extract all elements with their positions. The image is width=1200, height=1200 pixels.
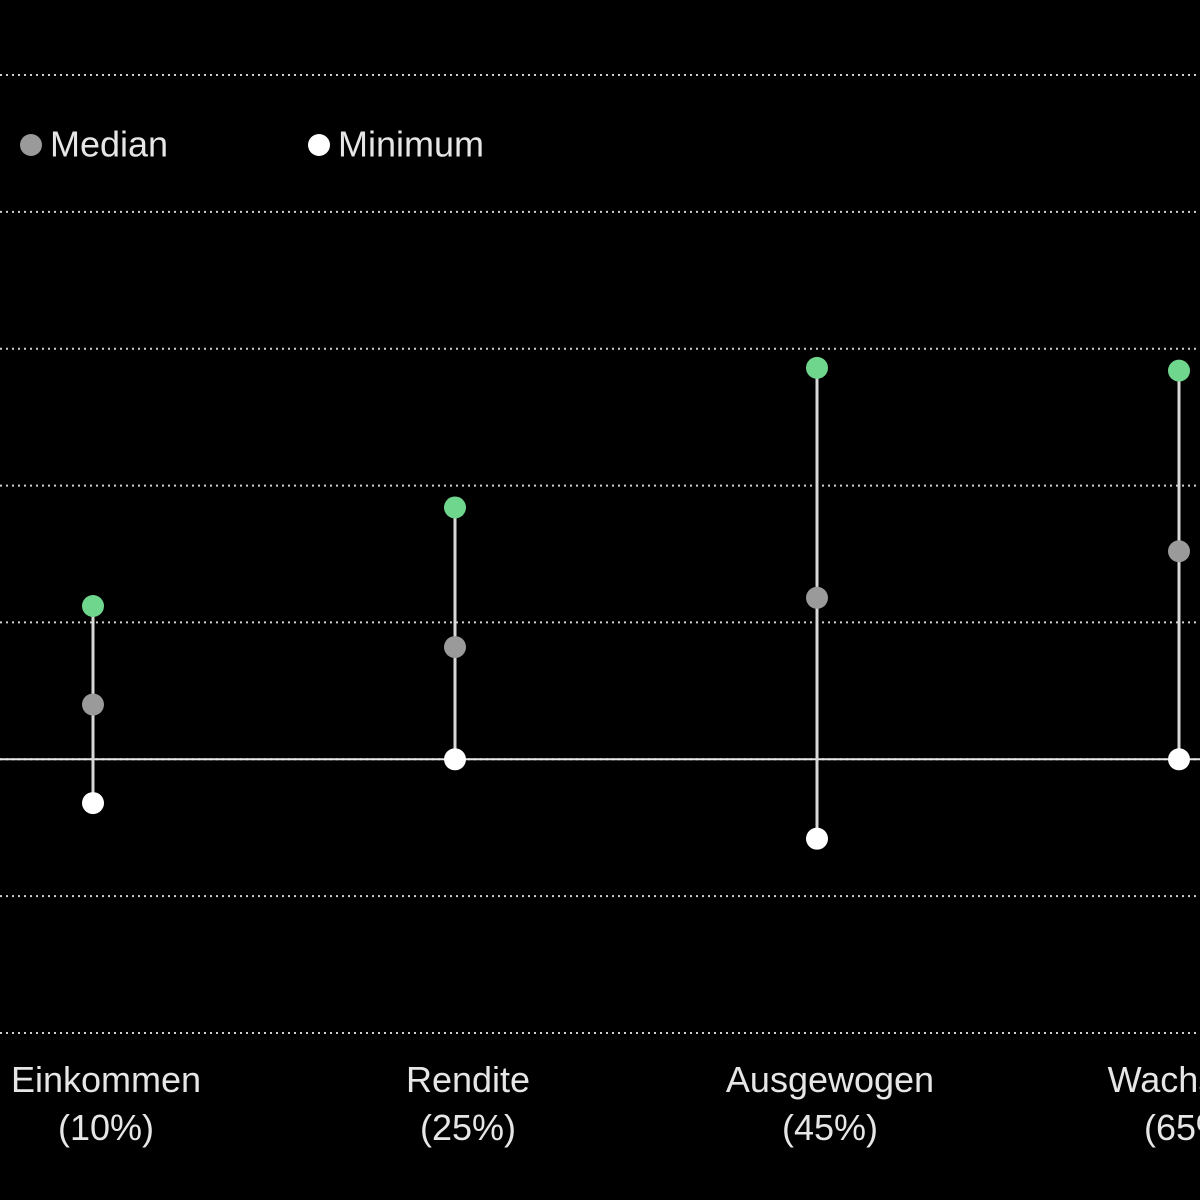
- legend-marker: [20, 134, 42, 156]
- legend-label: Median: [50, 124, 168, 165]
- legend-label: Minimum: [338, 124, 484, 165]
- x-tick-label: Ausgewogen (45%): [726, 1059, 934, 1148]
- dot: [1168, 540, 1190, 563]
- dot: [82, 595, 104, 618]
- dot: [806, 827, 828, 850]
- dot: [1168, 748, 1190, 771]
- dot: [806, 356, 828, 379]
- dot: [82, 792, 104, 815]
- x-tick-label: Wachstum(65%): [1108, 1059, 1200, 1148]
- dot: [82, 693, 104, 716]
- dot: [444, 748, 466, 771]
- dot: [806, 586, 828, 609]
- x-tick-label: Rendite (25%): [406, 1059, 530, 1148]
- x-tick-label: Einkommen (10%): [11, 1059, 201, 1148]
- dot: [444, 636, 466, 659]
- legend-marker: [308, 134, 330, 156]
- dot: [1168, 359, 1190, 382]
- dot: [444, 496, 466, 519]
